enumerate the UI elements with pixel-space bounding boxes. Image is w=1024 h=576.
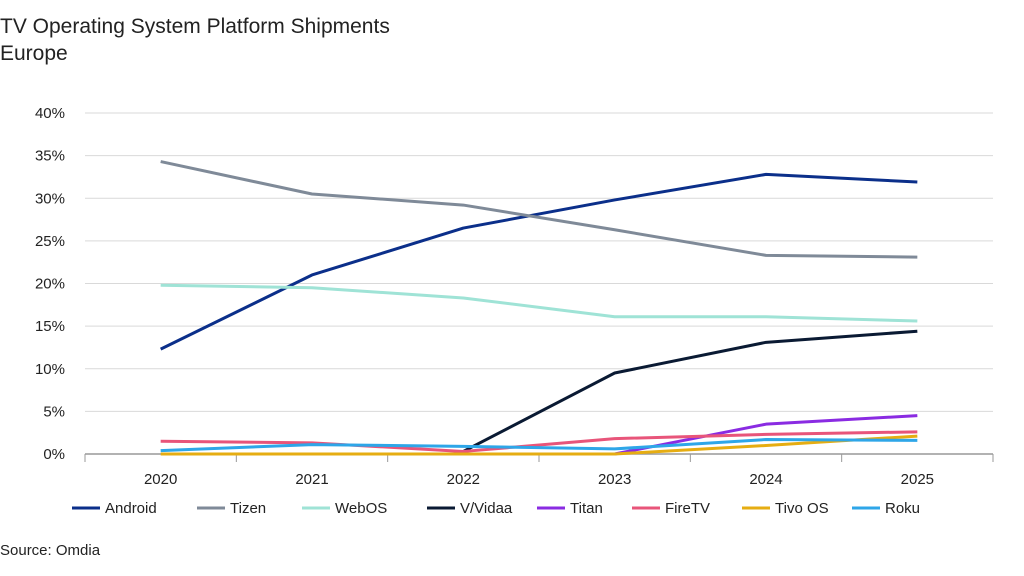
x-tick-label: 2023 xyxy=(598,471,631,488)
x-tick-label: 2021 xyxy=(295,471,328,488)
y-tick-label: 0% xyxy=(43,446,65,463)
legend-label: V/Vidaa xyxy=(460,500,513,517)
x-tick-label: 2025 xyxy=(901,471,934,488)
y-tick-label: 35% xyxy=(35,148,65,165)
legend-label: WebOS xyxy=(335,500,387,517)
series-line-roku xyxy=(160,438,918,453)
series-line-firetv xyxy=(160,430,918,453)
legend-label: FireTV xyxy=(665,500,710,517)
y-tick-label: 10% xyxy=(35,361,65,378)
chart-title: TV Operating System Platform Shipments xyxy=(0,15,390,38)
series-line-titan xyxy=(614,414,918,456)
source-note: Source: Omdia xyxy=(0,542,101,559)
legend-label: Titan xyxy=(570,500,603,517)
x-tick-label: 2024 xyxy=(749,471,782,488)
y-tick-label: 30% xyxy=(35,190,65,207)
x-tick-label: 2022 xyxy=(447,471,480,488)
series-line-tizen xyxy=(160,160,918,259)
chart-subtitle: Europe xyxy=(0,42,68,65)
legend-label: Tizen xyxy=(230,500,266,517)
y-tick-label: 25% xyxy=(35,233,65,250)
series-line-vvidaa xyxy=(462,329,918,453)
legend-label: Roku xyxy=(885,500,920,517)
legend-label: Android xyxy=(105,500,157,517)
y-tick-label: 5% xyxy=(43,403,65,420)
y-tick-label: 20% xyxy=(35,276,65,293)
series-line-webos xyxy=(160,283,918,323)
x-tick-label: 2020 xyxy=(144,471,177,488)
legend-label: Tivo OS xyxy=(775,500,829,517)
y-tick-label: 15% xyxy=(35,318,65,335)
series-line-android xyxy=(160,172,918,351)
y-tick-label: 40% xyxy=(35,105,65,122)
series-line-tivoos xyxy=(160,434,918,456)
